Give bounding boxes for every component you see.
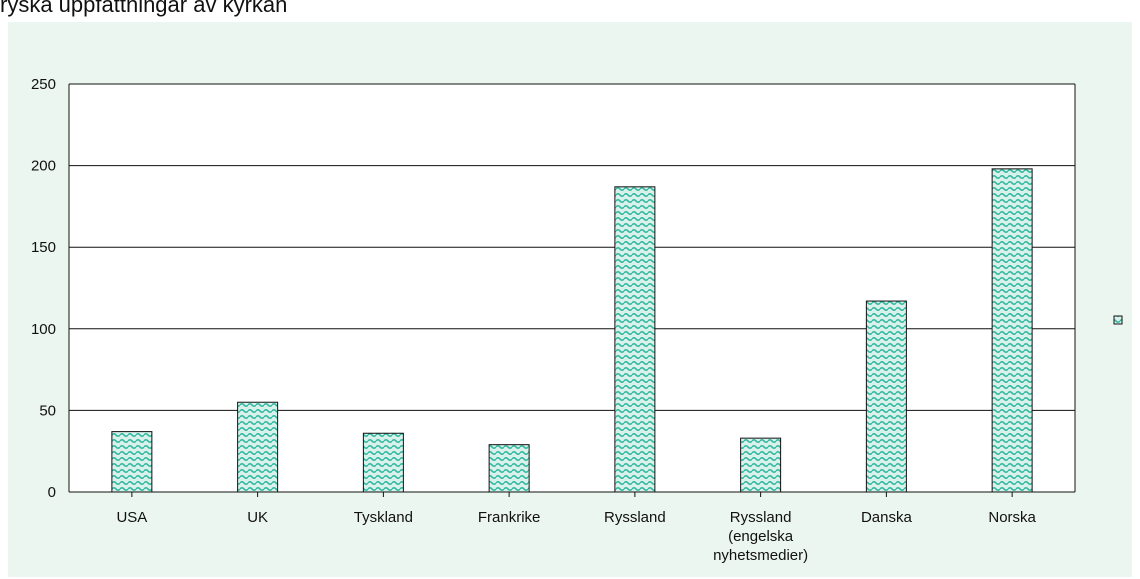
y-tick-label: 250 xyxy=(31,76,56,93)
y-tick-label: 150 xyxy=(31,239,56,256)
bar xyxy=(991,168,1033,493)
bar xyxy=(111,431,153,493)
bars xyxy=(111,168,1033,493)
x-tick-label: nyhetsmedier) xyxy=(713,547,808,564)
x-tick-label: Frankrike xyxy=(478,509,541,526)
bar xyxy=(865,300,907,493)
y-tick-label: 50 xyxy=(39,402,56,419)
y-tick-label: 200 xyxy=(31,158,56,175)
x-tick-label: Danska xyxy=(861,509,913,526)
gridlines xyxy=(68,83,1076,493)
x-tick-label: Ryssland xyxy=(730,509,792,526)
y-tick-label: 100 xyxy=(31,321,56,338)
x-axis: USA UK Tyskland Frankrike Ryssland Ryssland (e… xyxy=(116,492,1037,564)
x-tick-label: Ryssland xyxy=(604,509,666,526)
x-tick-label: Norska xyxy=(988,509,1036,526)
bar xyxy=(488,444,530,493)
plot-area xyxy=(69,84,1075,492)
x-tick-label: Tyskland xyxy=(354,509,413,526)
page-heading: ryska uppfattningar av kyrkan xyxy=(0,0,288,17)
x-tick-label: USA xyxy=(116,509,147,526)
bar xyxy=(237,401,279,493)
legend xyxy=(1113,315,1123,325)
legend-swatch xyxy=(1113,315,1123,325)
y-axis: 0 50 100 150 200 250 xyxy=(31,76,56,501)
bar xyxy=(362,432,404,493)
x-tick-label: (engelska xyxy=(728,528,794,545)
bar xyxy=(614,186,656,493)
y-tick-label: 0 xyxy=(48,484,56,501)
x-tick-label: UK xyxy=(247,509,268,526)
bar xyxy=(740,437,782,493)
